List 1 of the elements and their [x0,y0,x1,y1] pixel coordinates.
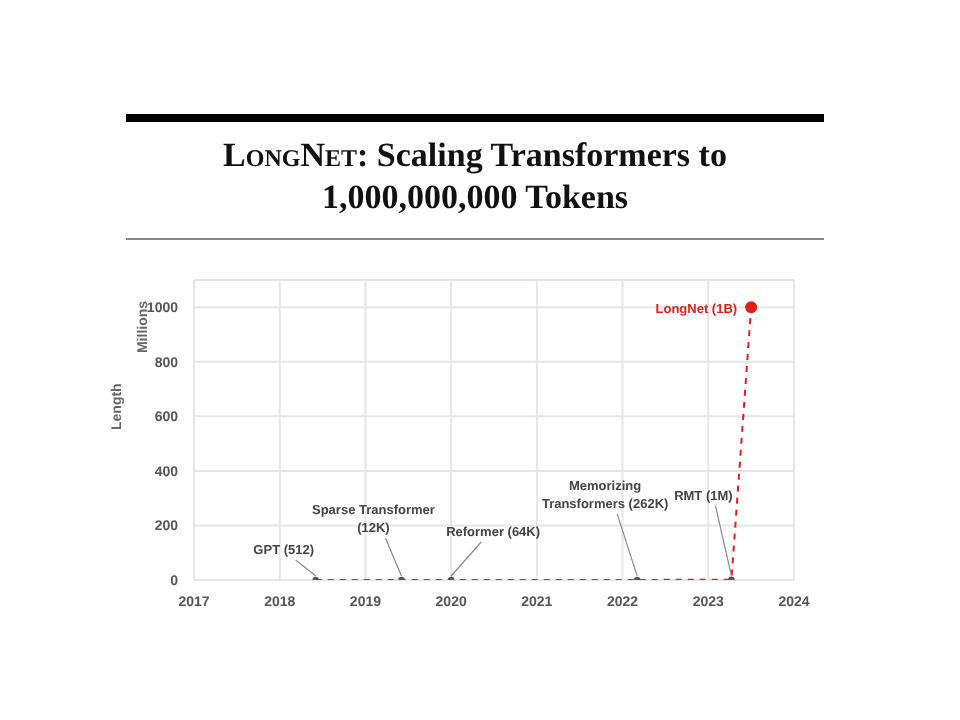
chart-title: LongNet: Scaling Transformers to 1,000,000,000 Tokens [221,134,729,218]
